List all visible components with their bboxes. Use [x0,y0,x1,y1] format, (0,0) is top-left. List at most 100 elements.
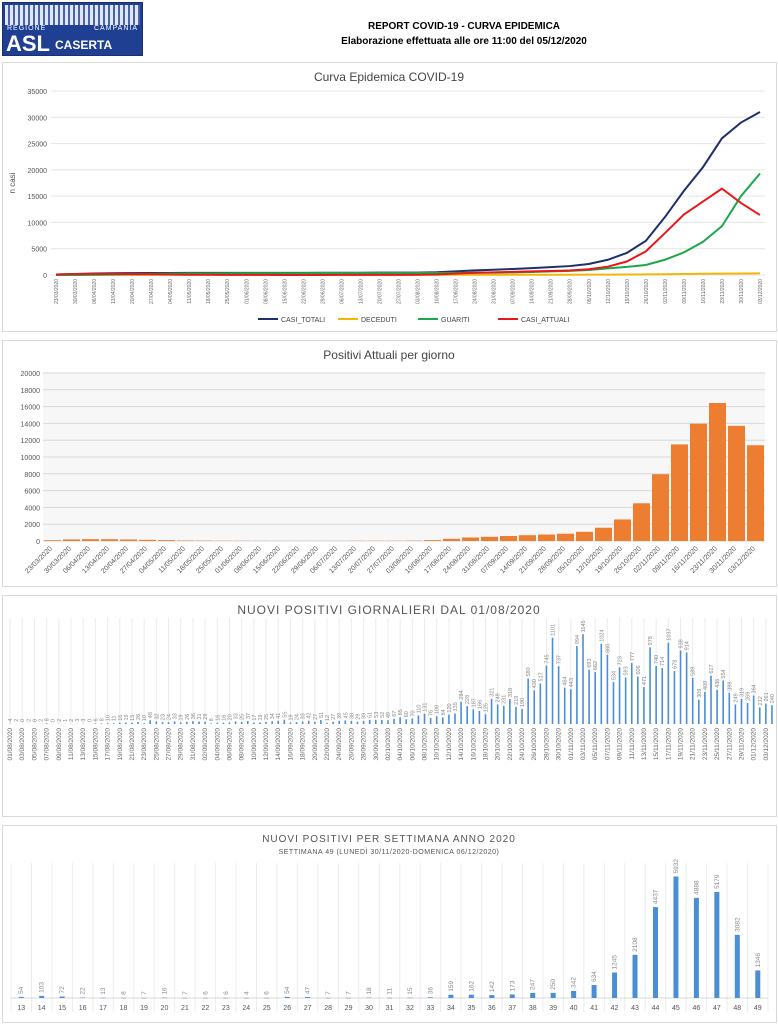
data-label: 319 [739,688,745,697]
data-label: 398 [727,682,733,691]
bar [558,666,560,724]
bar [673,876,678,998]
bar [674,671,676,724]
x-tick-label: 10/09/2020 [251,728,258,761]
data-label: 3 [81,719,87,722]
bar [428,997,433,998]
bar [600,644,602,724]
bar [619,667,621,724]
bar [753,695,755,724]
y-tick-label: 8000 [24,472,40,479]
x-tick-label: 08/06/2020 [263,279,269,304]
data-label: 162 [468,980,475,991]
x-tick-label: 02/10/2020 [385,728,392,761]
bar [466,706,468,724]
bar [588,670,590,724]
bar [491,699,493,724]
bar [125,723,127,724]
data-label: 6 [202,991,209,995]
x-tick-label: 11/11/2020 [629,728,636,760]
x-tick-label: 03/08/2020 [416,279,422,304]
x-tick-label: 27 [304,1005,312,1012]
bar [481,537,498,541]
bar [680,650,682,724]
x-tick-label: 08/09/2020 [239,728,246,761]
data-label: 34 [270,713,276,719]
data-label: 33 [173,713,179,719]
x-tick-label: 08/10/2020 [422,728,429,761]
x-tick-label: 19/10/2020 [625,279,631,304]
x-tick-label: 48 [733,1005,741,1012]
x-tick-label: 23/11/2020 [720,279,726,304]
data-label: 67 [392,711,398,717]
x-tick-label: 21/08/2020 [129,728,136,761]
x-tick-label: 24/08/2020 [473,279,479,304]
data-label: 471 [642,676,648,685]
data-label: 914 [685,641,691,650]
bar [174,721,176,724]
bar [686,652,688,724]
x-tick-label: 12/10/2020 [606,279,612,304]
x-tick-label: 16/09/2020 [287,728,294,761]
bar [418,715,420,724]
x-tick-label: 29 [345,1005,353,1012]
y-tick-label: 0 [43,273,47,280]
bar [332,722,334,724]
bar [633,955,638,998]
x-tick-label: 15 [58,1005,66,1012]
x-tick-label: 26 [283,1005,291,1012]
bar [168,722,170,724]
x-tick-label: 10/10/2020 [434,728,441,761]
bar [149,720,151,724]
bar [564,688,566,724]
data-label: 39 [337,713,343,719]
data-label: 100 [435,705,441,714]
x-tick-label: 31 [386,1005,394,1012]
y-tick-label: 10000 [28,220,48,227]
bar [571,991,576,998]
data-label: 4 [243,991,250,995]
bar [424,714,426,724]
bar [557,534,574,541]
y-tick-label: 35000 [28,89,48,96]
data-label: 593 [624,666,630,675]
x-tick-label: 22/09/2020 [324,728,331,761]
bar [570,689,572,724]
data-label: 11 [387,988,394,995]
x-tick-label: 26/10/2020 [531,728,538,761]
y-tick-label: 0 [36,539,40,546]
bar [722,681,724,724]
bar [204,722,206,724]
data-label: 24 [295,714,301,720]
x-tick-label: 17/11/2020 [665,728,672,760]
bar [694,898,699,998]
data-label: 321 [490,688,496,697]
bar [472,709,474,724]
bar [80,998,85,999]
bar [690,424,707,541]
data-label: 51 [368,712,374,718]
data-label: 7 [141,991,148,995]
bar [424,540,441,541]
data-label: 72 [59,986,66,994]
bar [552,638,554,724]
x-tick-label: 17/08/2020 [105,728,112,761]
bar [454,713,456,724]
x-tick-label: 14/09/2020 [530,279,536,304]
data-label: 269 [746,692,752,701]
x-tick-label: 30/09/2020 [373,728,380,761]
x-tick-label: 24/09/2020 [336,728,343,761]
x-tick-label: 38 [529,1005,537,1012]
x-tick-label: 09/11/2020 [682,279,688,304]
x-tick-label: 37 [508,1005,516,1012]
x-tick-label: 25/08/2020 [153,728,160,761]
bar [308,721,310,724]
bar [612,972,617,998]
x-tick-label: 14 [38,1005,46,1012]
bar [755,970,760,998]
x-tick-label: 29/11/2020 [738,728,745,760]
x-tick-label: 06/04/2020 [92,279,98,304]
data-label: 745 [544,654,550,663]
x-tick-label: 32 [406,1005,414,1012]
